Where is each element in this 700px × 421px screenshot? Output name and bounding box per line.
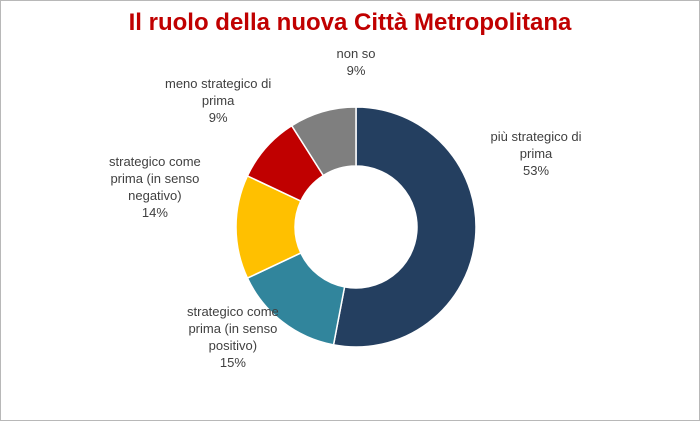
slice-value-label: 14% xyxy=(141,205,168,220)
slice-name-label: negativo) xyxy=(128,188,182,203)
slice-name-label: prima (in senso xyxy=(188,321,278,336)
slice-value-label: 15% xyxy=(219,355,246,370)
slice-label: non so 9% xyxy=(337,45,376,79)
slice-name-label: meno strategico di xyxy=(165,75,272,91)
slice-label: meno strategico di prima 9% xyxy=(165,75,271,126)
slice-value-label: 9% xyxy=(346,63,366,78)
slice-name-label: strategico come xyxy=(187,304,279,319)
slice-label: strategico come prima (in senso negativo) 1… xyxy=(109,153,201,221)
slice-name-label: non so xyxy=(336,46,376,61)
slice-label: più strategico di prima 53% xyxy=(491,128,582,179)
donut-slice xyxy=(290,106,357,177)
slice-name-label: più strategico di xyxy=(490,128,582,144)
donut-slice xyxy=(332,106,477,348)
chart-title: Il ruolo della nuova Città Metropolitana xyxy=(128,9,572,36)
slice-name-label: positivo) xyxy=(208,338,258,353)
slice-name-label: prima xyxy=(519,145,553,161)
slice-name-label: strategico come xyxy=(109,154,201,169)
slice-name-label: prima (in senso xyxy=(110,171,200,186)
slice-name-label: prima xyxy=(201,92,235,108)
slice-value-label: 53% xyxy=(523,162,550,178)
slice-label: strategico come prima (in senso positivo) 1… xyxy=(187,303,279,371)
slice-value-label: 9% xyxy=(208,109,228,125)
